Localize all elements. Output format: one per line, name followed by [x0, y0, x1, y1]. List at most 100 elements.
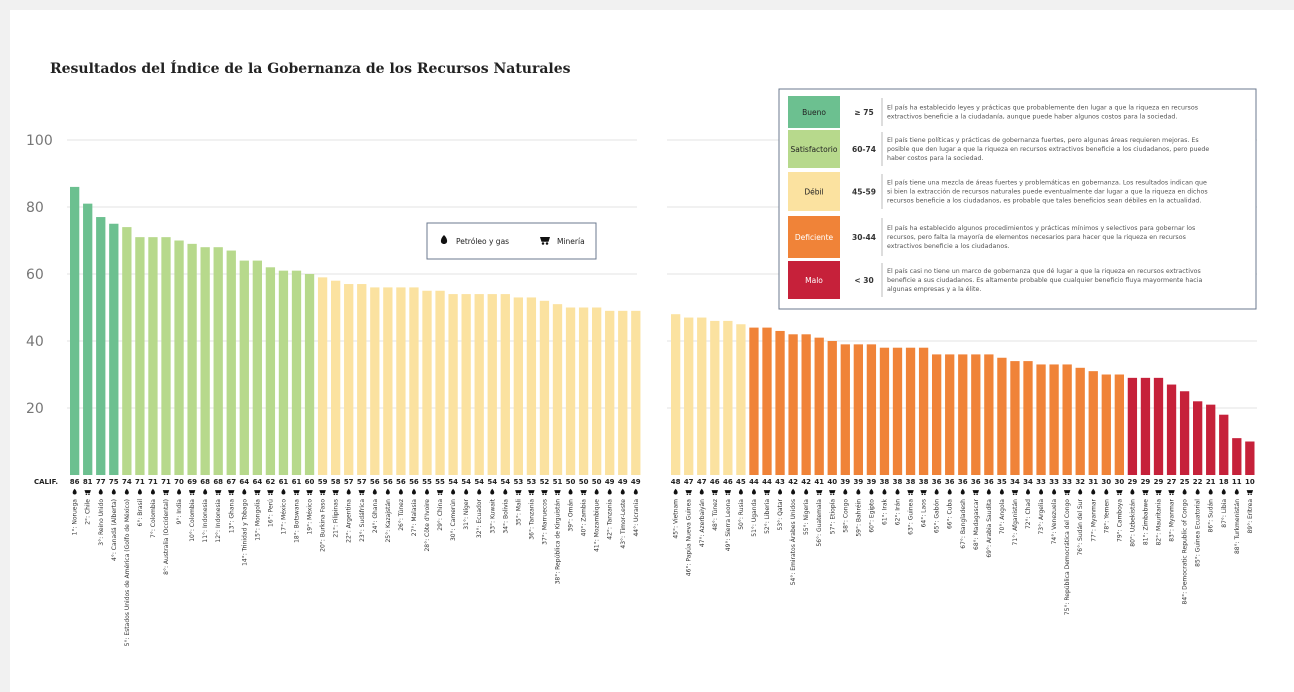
mining-cart-icon [763, 490, 771, 496]
bar-group: 27 83°: Myanmar [1167, 384, 1177, 542]
legend-row: Débil 45-59 El país tiene una mezcla de ár… [788, 172, 1208, 211]
value-label: 31 [1088, 478, 1098, 486]
value-label: 54 [474, 478, 484, 486]
oil-drop-icon [607, 488, 612, 495]
cart-body [188, 490, 196, 494]
cart-body [554, 490, 561, 494]
oil-drop-icon [385, 488, 390, 495]
bar-group: 39 58°: Congo [840, 344, 850, 533]
bar [513, 297, 523, 475]
mining-cart-icon [254, 490, 261, 496]
cart-wheel [1015, 493, 1018, 496]
category-label: 54°: Emiratos Árabes Unidos [790, 499, 797, 585]
bar [971, 354, 981, 475]
bar [278, 270, 289, 475]
bar [879, 347, 890, 475]
oil-drop-icon [1091, 488, 1096, 495]
oil-drop-icon [791, 488, 796, 495]
cart-body [1168, 490, 1175, 494]
category-label: 18°: Botswana [294, 499, 301, 543]
bar-group: 29 82°: Mauritania [1154, 377, 1163, 546]
category-label: 53°: Qatar [777, 498, 784, 530]
bar-group: 75 4°: Canadá (Alberta) [109, 223, 119, 561]
bar [500, 294, 510, 475]
bar-group: 52 37°: Marruecos [540, 300, 549, 545]
chart-title: Resultados del Índice de la Gobernanza d… [50, 59, 571, 77]
category-label: 1°: Noruega [72, 499, 79, 536]
value-label: 41 [814, 478, 824, 486]
cart-wheel [268, 493, 270, 496]
y-tick-label: 40 [26, 334, 44, 350]
value-label: 50 [566, 478, 576, 486]
value-label: 36 [984, 478, 994, 486]
category-label: 88°: Turkmenistán [1234, 499, 1241, 554]
bar-group: 36 66°: Cuba [945, 354, 955, 529]
legend-range: 60-74 [852, 145, 876, 154]
legend-range: 45-59 [852, 188, 876, 197]
category-label: 45°: Vietnam [673, 499, 680, 539]
bar-group: 61 18°: Botswana [292, 270, 301, 543]
value-label: 47 [697, 478, 707, 486]
cart-body [816, 490, 823, 494]
cart-wheel [973, 493, 976, 496]
bar-group: 47 47°: Azerbaiyán [697, 317, 707, 547]
cart-wheel [921, 493, 924, 496]
sector-legend-label: Minería [557, 237, 585, 246]
category-label: 4°: Canadá (Alberta) [111, 499, 118, 561]
bar [605, 310, 615, 475]
oil-drop-icon [1078, 488, 1083, 495]
bar-group: 46 49°: Sierra Leona [723, 320, 733, 551]
oil-drop-icon [843, 488, 848, 495]
cart-body [763, 490, 771, 494]
cart-wheel [216, 493, 218, 496]
cart-body [907, 490, 914, 494]
category-label: 74°: Venezuela [1051, 499, 1058, 545]
mining-cart-icon [972, 490, 979, 496]
legend-description: recursos beneficie a los ciudadanos, es … [887, 197, 1201, 205]
value-label: 33 [1049, 478, 1059, 486]
bar-group: 54 33°: Kuwait [487, 294, 497, 534]
category-label: 85°: Guinea Ecuatorial [1195, 499, 1202, 567]
value-label: 43 [775, 478, 785, 486]
legend-row: Satisfactorio 60-74 El país tiene política… [788, 130, 1209, 168]
cart-wheel [294, 493, 297, 496]
oil-drop-icon [1208, 488, 1213, 495]
value-label: 51 [553, 478, 563, 486]
oil-drop-icon [594, 488, 599, 495]
sector-legend-box [426, 222, 597, 260]
value-label: 11 [1232, 478, 1242, 486]
legend-range: ≥ 75 [854, 108, 873, 117]
mining-cart-icon [319, 490, 326, 496]
mining-cart-icon [1142, 490, 1149, 496]
cart-wheel [555, 493, 558, 496]
value-label: 38 [893, 478, 903, 486]
mining-cart-icon [267, 490, 274, 496]
bar-group: 50 40°: Zambia [579, 307, 589, 536]
bar-group: 36 67°: Bangladesh [958, 354, 968, 549]
cart-wheel [255, 493, 257, 496]
bar-group: 71 8°: Australia (Occidental) [161, 237, 171, 575]
bar-group: 54 31°: Níger [461, 294, 471, 530]
bar-group: 54 34°: Bolivia [500, 294, 510, 534]
oil-drop-icon [1104, 488, 1109, 495]
cart-wheel [190, 493, 192, 496]
bar-group: 50 41°: Mozambique [592, 307, 602, 552]
bar [435, 290, 445, 475]
bar-group: 49 44°: Ucrania [631, 310, 641, 537]
category-label: 51°: Uganda [751, 499, 758, 537]
bar [1127, 377, 1138, 475]
cart-wheel [1158, 493, 1161, 496]
category-label: 26°: Túnez [398, 499, 405, 531]
oil-drop-icon [464, 488, 469, 495]
cart-body [332, 490, 339, 494]
cart-body [228, 490, 235, 494]
value-label: 64 [252, 478, 262, 486]
category-label: 81°: Zimbabwe [1142, 499, 1149, 545]
category-label: 42°: Tanzania [607, 499, 614, 540]
bar [1193, 401, 1203, 475]
oil-drop-icon [804, 488, 809, 495]
cart-wheel [767, 493, 770, 496]
value-label: 36 [932, 478, 942, 486]
cart-wheel [1012, 493, 1015, 496]
category-label: 71°: Afganistán [1012, 499, 1019, 546]
